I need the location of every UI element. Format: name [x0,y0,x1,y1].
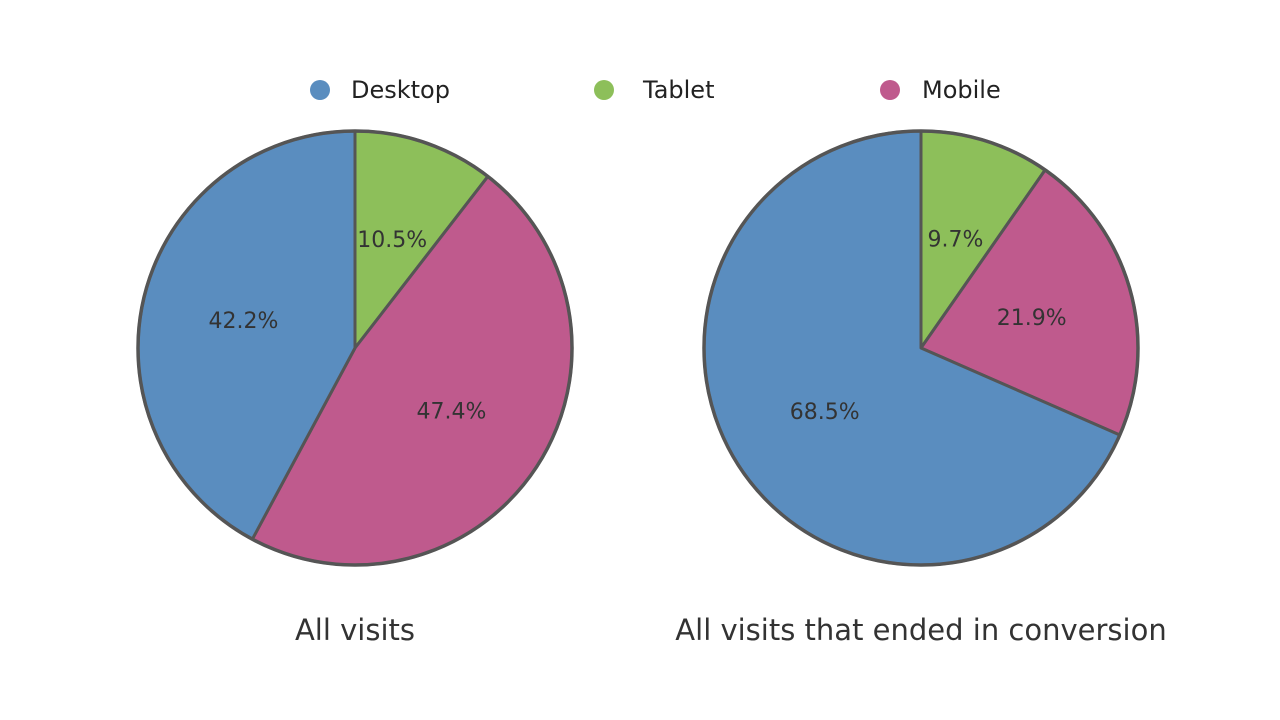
slice-label-mobile: 47.4% [417,400,487,425]
legend-swatch-tablet [594,80,614,100]
legend-swatch-desktop [310,80,330,100]
chart-title: All visits [295,613,415,647]
legend-label-desktop: Desktop [351,76,450,104]
pie-outline [136,129,574,567]
legend-item-desktop[interactable]: Desktop [310,76,450,104]
slice-label-mobile: 21.9% [997,306,1067,331]
legend-item-mobile[interactable]: Mobile [880,76,1001,104]
pie-outline [702,129,1140,567]
legend-label-tablet: Tablet [642,76,714,104]
slice-label-tablet: 9.7% [928,227,984,252]
slice-label-desktop: 68.5% [790,400,860,425]
legend-swatch-mobile [880,80,900,100]
pie-chart-all-visits: 10.5% 47.4% 42.2% All visits [136,129,574,647]
legend-label-mobile: Mobile [922,76,1001,104]
slice-label-tablet: 10.5% [357,228,427,253]
slice-label-desktop: 42.2% [209,309,279,334]
legend: Desktop Tablet Mobile [310,76,1001,104]
legend-item-tablet[interactable]: Tablet [594,76,714,104]
chart-title: All visits that ended in conversion [675,613,1166,647]
pie-chart-conversions: 9.7% 21.9% 68.5% All visits that ended in c… [675,129,1167,647]
